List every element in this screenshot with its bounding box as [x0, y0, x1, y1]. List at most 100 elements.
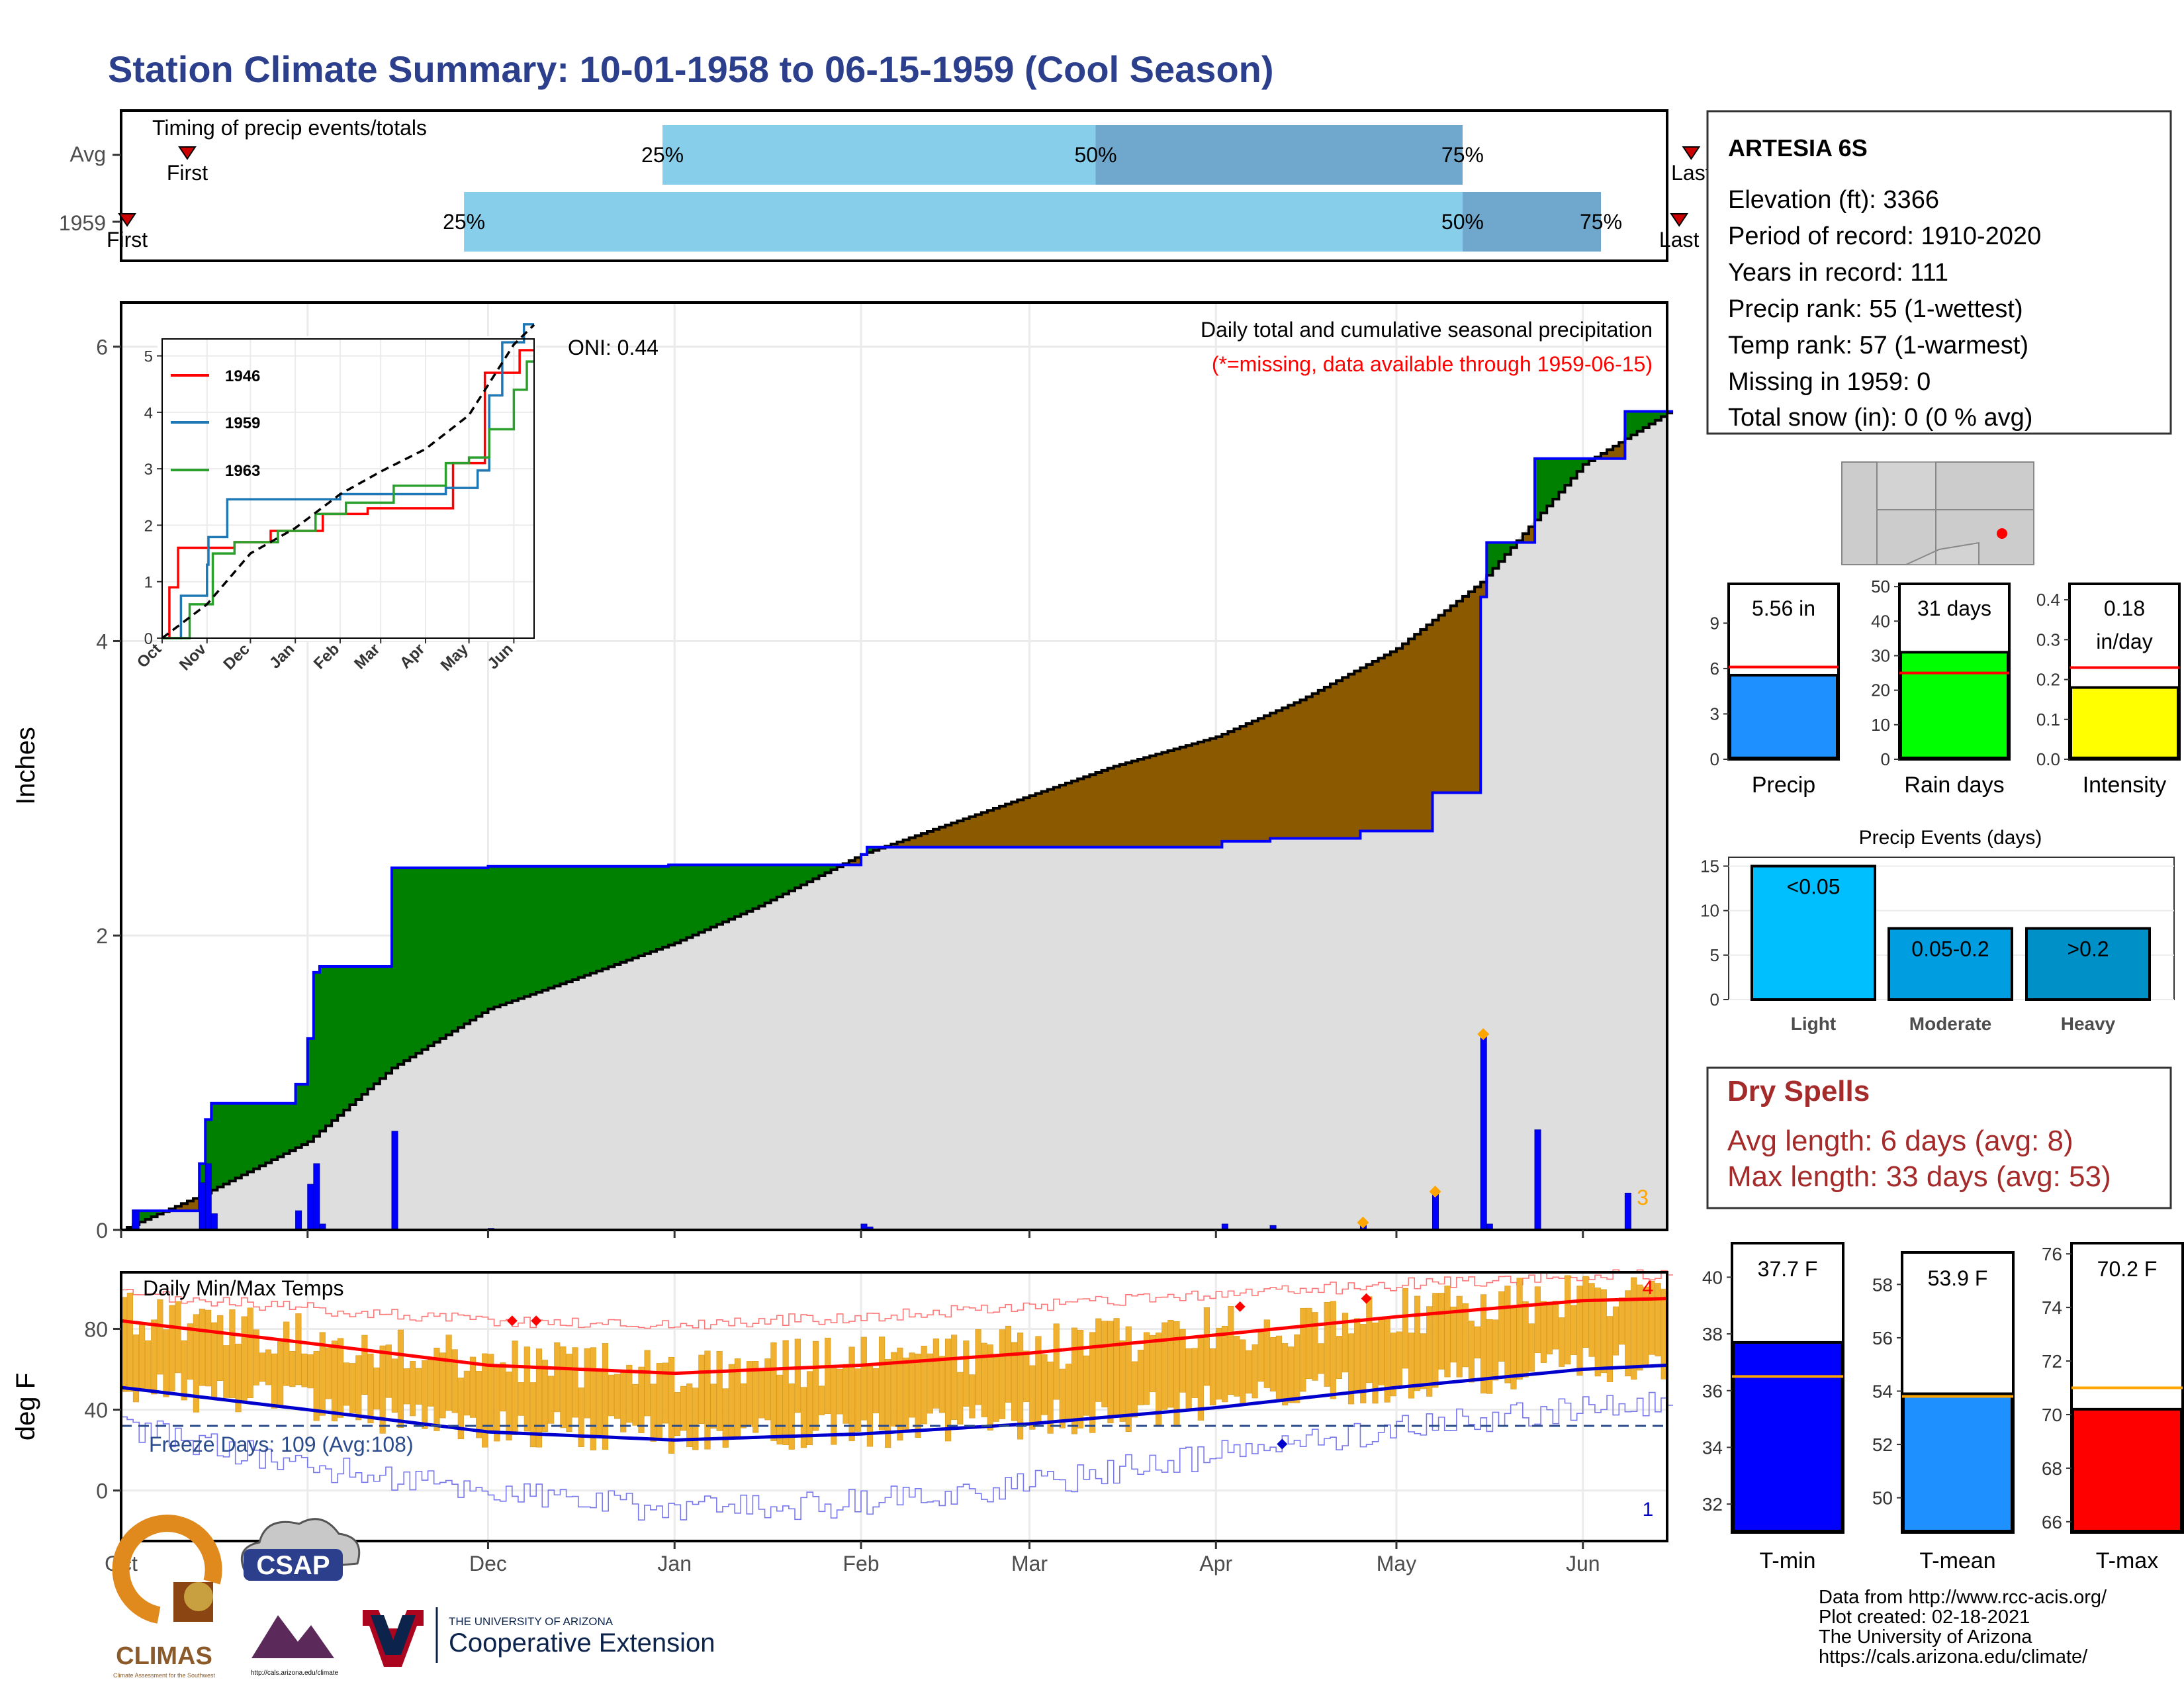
deficit-fill [1017, 800, 1024, 847]
daily-temp-bar [1618, 1297, 1625, 1345]
daily-temp-bar [1065, 1364, 1071, 1421]
average-precip-area [121, 412, 1667, 1231]
daily-precip-bar [210, 1213, 218, 1231]
deficit-fill [1228, 731, 1235, 841]
surplus-fill [536, 866, 543, 993]
daily-temp-bar [428, 1358, 434, 1407]
daily-temp-bar [1275, 1335, 1283, 1399]
record-high-marker [531, 1315, 542, 1327]
surplus-fill [361, 966, 369, 1095]
daily-temp-bar [367, 1353, 374, 1424]
deficit-fill [193, 1198, 200, 1211]
surplus-fill [392, 867, 398, 1068]
daily-temp-bar [1095, 1318, 1102, 1402]
daily-temp-bar [1444, 1286, 1451, 1378]
surplus-fill [782, 865, 790, 894]
daily-temp-bar [1059, 1368, 1066, 1429]
daily-temp-bar [668, 1356, 675, 1454]
surplus-fill [307, 1038, 314, 1142]
inset-ytick-label: 3 [144, 461, 153, 479]
summary-bar [2070, 686, 2179, 760]
daily-precip-bar [1432, 1191, 1439, 1231]
surplus-fill [1655, 411, 1662, 420]
daily-temp-bar [650, 1383, 657, 1442]
daily-temp-bar [1119, 1340, 1126, 1422]
deficit-fill [1408, 639, 1416, 831]
footer-line-3: The University of Arizona [1819, 1626, 2032, 1648]
deficit-fill [1198, 741, 1205, 847]
summary-category-label: Rain days [1904, 773, 2004, 798]
station-precip-rank: Precip rank: 55 (1-wettest) [1728, 295, 2023, 323]
daily-temp-bar [1450, 1306, 1457, 1363]
daily-temp-bar [145, 1340, 152, 1390]
surplus-fill [451, 867, 459, 1031]
daily-temp-bar [1372, 1322, 1379, 1404]
timing-label-50: 50% [1074, 143, 1116, 167]
precip-ytick-label: 6 [96, 336, 108, 359]
temps-ylabel: deg F [11, 1373, 40, 1440]
timing-first-label: First [167, 161, 208, 185]
average-cumulative-line [121, 411, 1674, 1231]
record-low-line [121, 1391, 1674, 1521]
deficit-fill [951, 823, 958, 847]
dry-spells-box: Dry Spells Avg length: 6 days (avg: 8) M… [1706, 1066, 2172, 1209]
surplus-fill [410, 867, 417, 1057]
surplus-fill [638, 866, 645, 956]
daily-temp-bar [1077, 1330, 1084, 1429]
events-category-label: Heavy [2061, 1013, 2116, 1034]
summary-ytick-label: 0 [1710, 749, 1719, 769]
summary-category-label: Precip [1752, 773, 1815, 798]
daily-temp-bar [1047, 1361, 1054, 1434]
daily-temp-bar [596, 1370, 602, 1435]
daily-temp-bar [1246, 1350, 1252, 1394]
record-high-marker [1361, 1293, 1372, 1304]
timing-label-75: 75% [1580, 210, 1622, 234]
daily-temp-bar [1053, 1323, 1060, 1400]
daily-temp-bar [1312, 1312, 1318, 1381]
temp-summary-ytick-label: 74 [2042, 1297, 2062, 1318]
daily-temp-bar [223, 1345, 230, 1398]
daily-temp-bar [951, 1335, 958, 1420]
daily-temp-bar [674, 1391, 681, 1436]
deficit-fill [1384, 655, 1391, 831]
deficit-fill [1150, 755, 1157, 847]
surplus-fill [1631, 411, 1638, 436]
deficit-fill [987, 810, 994, 847]
deficit-fill [1167, 750, 1175, 847]
footer: Data from http://www.rcc-acis.org/ Plot … [1819, 1587, 2107, 1667]
timing-last-marker [1670, 213, 1689, 227]
climas-logo-subtext: Climate Assessment for the Southwest [113, 1672, 216, 1679]
deficit-fill [1318, 690, 1325, 839]
surplus-fill [776, 865, 784, 898]
daily-temp-bar [193, 1314, 199, 1413]
daily-temp-bar [241, 1316, 248, 1401]
timing-first-label: First [107, 228, 148, 252]
deficit-fill [1234, 729, 1241, 841]
inset-ytick-label: 2 [144, 517, 153, 535]
locator-map [1841, 461, 2034, 565]
daily-temp-bar [981, 1342, 987, 1417]
dry-spells-max: Max length: 33 days (avg: 53) [1727, 1160, 2111, 1193]
daily-temp-bar [698, 1354, 705, 1425]
summary-ytick-label: 0 [1881, 749, 1890, 769]
daily-temp-bar [1017, 1333, 1024, 1440]
deficit-fill [909, 837, 916, 847]
daily-temp-bar [1336, 1336, 1342, 1380]
deficit-fill [1390, 651, 1397, 831]
timing-title: Timing of precip events/totals [152, 116, 427, 140]
surplus-fill [217, 1103, 224, 1188]
daily-temp-bar [866, 1366, 873, 1447]
deficit-fill [957, 821, 964, 847]
daily-temp-bar [1041, 1354, 1048, 1415]
surplus-fill [1570, 458, 1578, 479]
station-info-box: ARTESIA 6S Elevation (ft): 3366 Period o… [1706, 110, 2172, 435]
daily-temp-bar [541, 1360, 549, 1432]
deficit-fill [1113, 766, 1120, 847]
inset-legend-label: 1959 [225, 414, 260, 432]
daily-temp-bar [903, 1357, 909, 1432]
daily-temp-bar [1300, 1307, 1306, 1392]
daily-temp-bar [614, 1374, 621, 1419]
daily-temp-bar [999, 1329, 1005, 1419]
temp-summary-bar [1902, 1392, 2013, 1533]
